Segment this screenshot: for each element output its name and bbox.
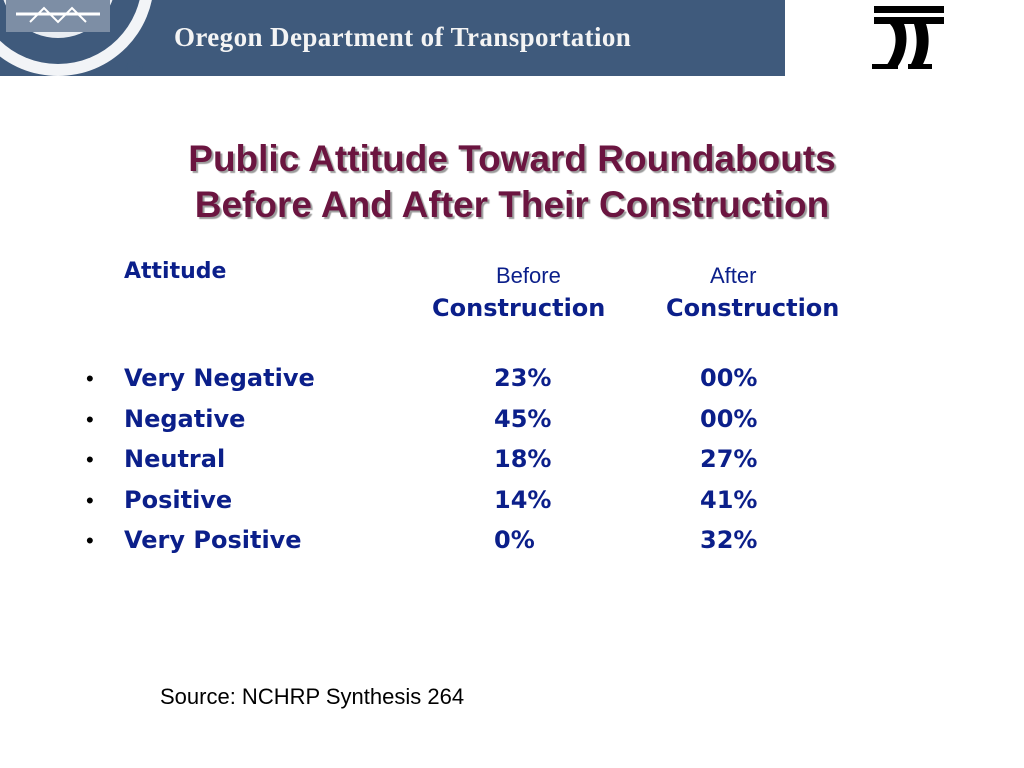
row-label: Very Positive xyxy=(124,526,302,555)
row-after-value: 00% xyxy=(700,404,758,433)
slide-title: Public Attitude Toward Roundabouts Befor… xyxy=(0,136,1024,228)
row-before-value: 23% xyxy=(494,364,552,392)
row-label: Negative xyxy=(124,404,246,433)
table-row: • Very Positive 0% 32% xyxy=(0,526,1024,567)
table-row: • Neutral 18% 27% xyxy=(0,445,1024,486)
odot-logo-icon xyxy=(872,6,944,69)
bullet-icon: • xyxy=(86,366,94,391)
svg-text:GON: GON xyxy=(120,60,146,76)
agency-name: Oregon Department of Transportation xyxy=(174,22,632,52)
oregon-seal-icon: GON xyxy=(0,0,152,76)
table-row: • Very Negative 23% 00% xyxy=(0,364,1024,405)
title-line-1: Public Attitude Toward Roundabouts xyxy=(188,138,836,179)
column-header-before: Before xyxy=(496,263,561,288)
bullet-icon: • xyxy=(86,487,94,513)
column-header-after: After xyxy=(710,263,757,288)
column-header-attitude: Attitude xyxy=(124,259,227,284)
row-before-value: 18% xyxy=(494,445,552,474)
row-after-value: 32% xyxy=(700,526,758,555)
row-before-value: 0% xyxy=(494,526,535,555)
table-row: • Positive 14% 41% xyxy=(0,486,1024,527)
bullet-icon: • xyxy=(86,528,94,554)
bullet-icon: • xyxy=(86,406,94,432)
row-label: Positive xyxy=(124,485,233,514)
row-after-value: 41% xyxy=(700,485,758,514)
header-banner: GON Oregon Department of Transportation xyxy=(0,0,785,76)
table-row: • Negative 45% 00% xyxy=(0,405,1024,446)
attitude-table: • Very Negative 23% 00% • Negative 45% 0… xyxy=(0,364,1024,567)
source-citation: Source: NCHRP Synthesis 264 xyxy=(160,684,465,709)
column-header-after-construction: Construction xyxy=(666,294,840,322)
row-label: Neutral xyxy=(124,445,226,474)
title-line-2: Before And After Their Construction xyxy=(194,184,830,225)
row-after-value: 27% xyxy=(700,445,758,474)
row-label: Very Negative xyxy=(124,364,315,392)
bullet-icon: • xyxy=(86,447,94,473)
row-before-value: 45% xyxy=(494,404,552,433)
column-header-before-construction: Construction xyxy=(432,294,606,322)
row-after-value: 00% xyxy=(700,364,758,392)
row-before-value: 14% xyxy=(494,485,552,514)
